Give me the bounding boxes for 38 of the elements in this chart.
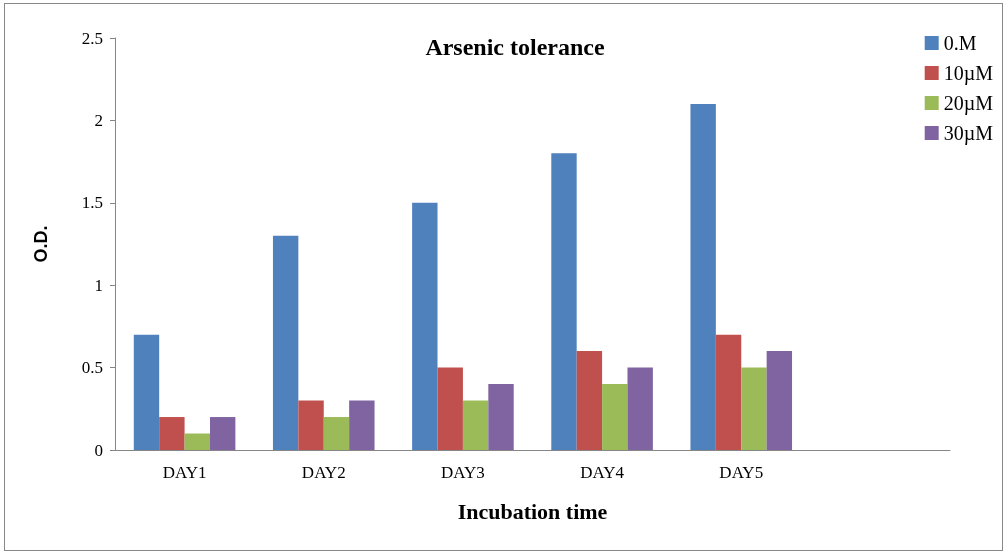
legend-label: 30µM	[943, 122, 994, 145]
bar	[349, 400, 375, 450]
x-tick-label: DAY3	[441, 463, 485, 482]
bar	[272, 235, 299, 450]
y-tick-label: 2	[94, 110, 103, 130]
chart-title: Arsenic tolerance	[425, 34, 605, 60]
y-tick-label: 1.5	[81, 193, 103, 213]
y-tick-label: 0.5	[81, 358, 103, 378]
x-tick-label: DAY4	[580, 463, 625, 482]
bar	[715, 334, 742, 450]
legend-label: 10µM	[943, 62, 994, 85]
y-tick-label: 1	[94, 275, 103, 295]
bar	[437, 367, 463, 450]
bar	[184, 433, 210, 450]
bar	[551, 153, 577, 450]
bar	[766, 351, 793, 450]
bar	[627, 367, 653, 450]
bar	[298, 400, 324, 450]
bar	[209, 417, 236, 450]
bar	[576, 351, 603, 450]
x-tick-label: DAY5	[719, 463, 764, 482]
bar	[323, 417, 350, 450]
bar	[412, 202, 438, 450]
bar	[462, 400, 489, 450]
y-tick-label: 2.5	[81, 28, 103, 48]
y-axis-title: O.D.	[31, 225, 51, 263]
x-tick-label: DAY2	[301, 463, 346, 482]
y-tick-label: 0	[94, 440, 103, 460]
x-tick-label: DAY1	[162, 463, 207, 482]
legend-label: 20µM	[943, 92, 994, 115]
bar	[741, 367, 767, 450]
bar	[690, 103, 716, 450]
legend-label: 0.M	[943, 32, 977, 54]
x-axis-title: Incubation time	[457, 498, 608, 524]
bar	[602, 384, 628, 450]
bar	[488, 384, 514, 450]
bar	[159, 417, 185, 450]
bar	[133, 334, 160, 450]
